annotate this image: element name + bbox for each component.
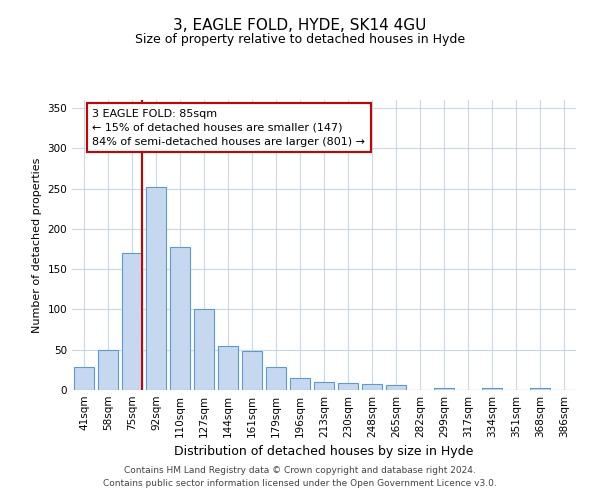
- Bar: [314, 382, 334, 390]
- Bar: [482, 388, 502, 390]
- Bar: [170, 246, 190, 390]
- Bar: [338, 383, 358, 390]
- Bar: [362, 384, 382, 390]
- Text: Contains HM Land Registry data © Crown copyright and database right 2024.
Contai: Contains HM Land Registry data © Crown c…: [103, 466, 497, 487]
- Bar: [194, 308, 214, 390]
- Bar: [146, 187, 166, 390]
- Text: 3 EAGLE FOLD: 85sqm
← 15% of detached houses are smaller (147)
84% of semi-detac: 3 EAGLE FOLD: 85sqm ← 15% of detached ho…: [92, 108, 365, 146]
- Bar: [530, 388, 550, 390]
- Bar: [434, 388, 454, 390]
- Bar: [122, 253, 142, 390]
- Bar: [242, 352, 262, 390]
- Bar: [98, 350, 118, 390]
- Bar: [74, 368, 94, 390]
- Bar: [266, 368, 286, 390]
- Bar: [290, 378, 310, 390]
- X-axis label: Distribution of detached houses by size in Hyde: Distribution of detached houses by size …: [175, 446, 473, 458]
- Text: 3, EAGLE FOLD, HYDE, SK14 4GU: 3, EAGLE FOLD, HYDE, SK14 4GU: [173, 18, 427, 32]
- Bar: [386, 385, 406, 390]
- Text: Size of property relative to detached houses in Hyde: Size of property relative to detached ho…: [135, 32, 465, 46]
- Bar: [218, 346, 238, 390]
- Y-axis label: Number of detached properties: Number of detached properties: [32, 158, 42, 332]
